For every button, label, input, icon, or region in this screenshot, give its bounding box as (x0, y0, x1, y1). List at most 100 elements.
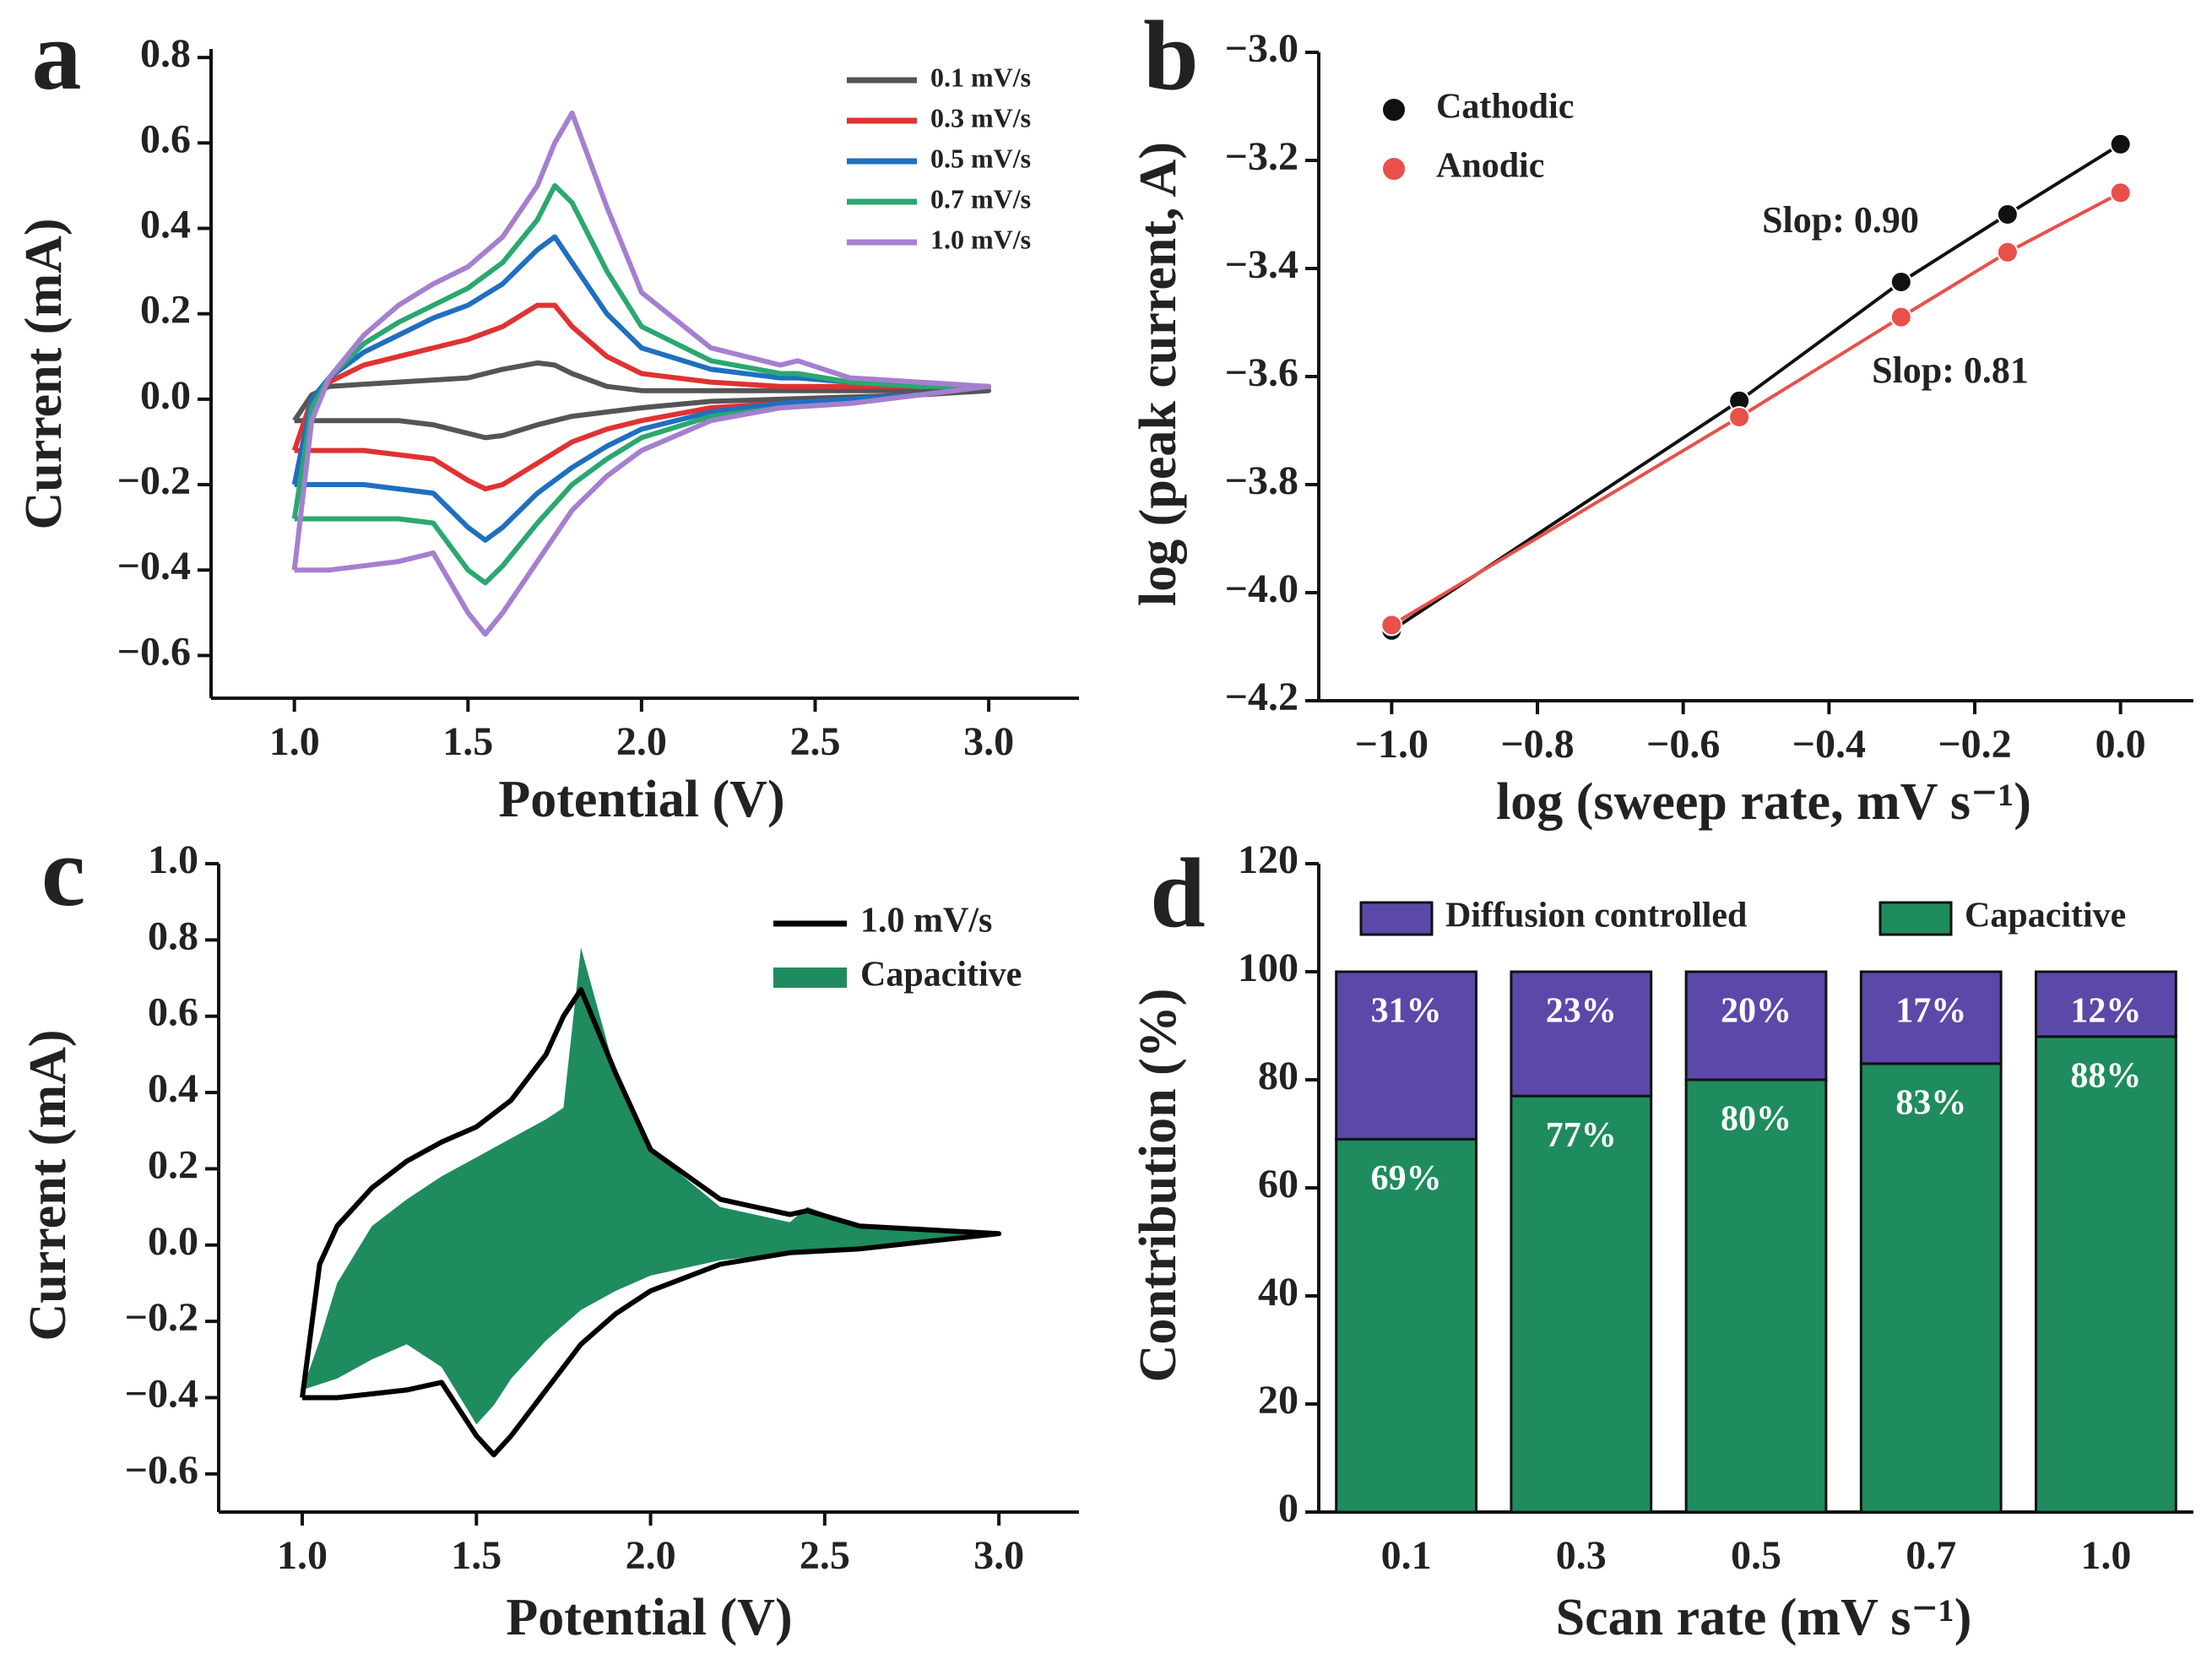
y-tick-label: −3.6 (1225, 350, 1298, 395)
x-tick-label: 3.0 (963, 719, 1014, 764)
legend-label: Diffusion controlled (1445, 897, 1747, 935)
bar (1510, 970, 1653, 1098)
x-tick-label: 1.0 (269, 719, 320, 764)
bar (1335, 1137, 1477, 1514)
panel-letter: a (32, 0, 82, 111)
bar (1859, 1062, 2003, 1514)
x-axis-title: Scan rate (mV s⁻¹) (1556, 1589, 1972, 1646)
annotation: Slop: 0.90 (1762, 199, 1919, 241)
y-tick-label: −0.6 (117, 629, 191, 674)
y-axis-title: Current (mA) (15, 218, 73, 529)
value-label: 20% (1721, 992, 1792, 1031)
y-tick-label: −0.4 (125, 1371, 198, 1416)
x-tick-label: 0.7 (1906, 1533, 1956, 1578)
y-axis-title: Current (mA) (19, 1029, 77, 1341)
y-tick-label: −3.2 (1225, 134, 1298, 179)
legend-swatch (1359, 901, 1434, 936)
y-tick-label: 0.6 (148, 990, 198, 1035)
bar (1684, 970, 1828, 1081)
y-tick-label: 0 (1278, 1486, 1298, 1531)
marker (1996, 203, 2019, 225)
legend-marker (1381, 156, 1407, 182)
x-tick-label: 2.0 (626, 1533, 676, 1578)
y-tick-label: 1.0 (148, 838, 198, 882)
value-label: 12% (2070, 992, 2141, 1031)
value-label: 31% (1371, 992, 1442, 1031)
x-tick-label: 3.0 (973, 1533, 1024, 1578)
y-tick-label: 0.0 (148, 1219, 198, 1264)
y-tick-label: −0.2 (125, 1295, 198, 1340)
y-tick-label: −0.6 (125, 1448, 198, 1493)
x-tick-label: −0.2 (1938, 722, 2011, 767)
line (300, 987, 1002, 1458)
x-tick-label: 0.1 (1381, 1533, 1432, 1578)
x-tick-label: 2.5 (789, 719, 840, 764)
legend-label: Cathodic (1436, 88, 1574, 127)
x-tick-label: 0.3 (1556, 1533, 1607, 1578)
legend-label: Anodic (1436, 147, 1544, 186)
line (291, 182, 992, 586)
line (291, 110, 992, 637)
y-tick-label: 0.8 (140, 31, 191, 76)
y-tick-label: 0.2 (140, 288, 191, 333)
legend-label: Capacitive (860, 956, 1022, 995)
legend-marker (1381, 97, 1407, 122)
line (292, 360, 992, 441)
legend-label: 0.7 mV/s (930, 183, 1031, 214)
y-tick-label: 0.8 (148, 913, 198, 958)
marker (1889, 271, 1912, 293)
x-tick-label: −1.0 (1355, 722, 1429, 767)
value-label: 23% (1546, 992, 1617, 1031)
bar (2035, 970, 2177, 1038)
x-tick-label: 2.5 (800, 1533, 850, 1578)
x-tick-label: 1.0 (277, 1533, 328, 1578)
x-tick-label: 1.5 (451, 1533, 501, 1578)
bar (1335, 970, 1477, 1141)
legend-swatch (773, 968, 847, 988)
x-tick-label: −0.8 (1500, 722, 1574, 767)
legend-swatch (1879, 901, 1953, 936)
marker (1889, 306, 1912, 328)
y-tick-label: −4.2 (1225, 675, 1298, 719)
area (302, 947, 1000, 1425)
marker (1728, 406, 1751, 428)
y-tick-label: 40 (1258, 1270, 1298, 1315)
x-axis-title: Potential (V) (498, 771, 784, 828)
bar (1684, 1078, 1828, 1514)
annotation: Slop: 0.81 (1872, 350, 2029, 391)
marker (2109, 133, 2132, 155)
marker (1380, 614, 1403, 637)
panel-letter: b (1143, 0, 1199, 111)
y-tick-label: −0.4 (117, 544, 191, 588)
legend-label: Capacitive (1965, 897, 2126, 935)
panel-letter: d (1150, 838, 1206, 948)
x-axis-title: log (sweep rate, mV s⁻¹) (1496, 773, 2031, 831)
x-tick-label: −0.4 (1792, 722, 1866, 767)
y-tick-label: 0.6 (140, 117, 191, 161)
y-axis-title: Contribution (%) (1130, 989, 1187, 1383)
y-tick-label: −3.8 (1225, 458, 1298, 503)
y-tick-label: 0.4 (148, 1066, 198, 1111)
legend-label: 1.0 mV/s (860, 902, 992, 940)
x-tick-label: 2.0 (616, 719, 667, 764)
y-tick-label: 0.0 (140, 373, 191, 418)
y-tick-label: 100 (1238, 946, 1298, 990)
y-tick-label: 0.4 (140, 203, 191, 247)
x-tick-label: 1.5 (442, 719, 493, 764)
x-axis-title: Potential (V) (506, 1589, 792, 1646)
value-label: 69% (1371, 1159, 1442, 1198)
y-tick-label: 60 (1258, 1162, 1298, 1206)
value-label: 77% (1546, 1116, 1617, 1155)
y-tick-label: 0.2 (148, 1142, 198, 1187)
y-tick-label: −3.4 (1225, 242, 1298, 287)
x-tick-label: −0.6 (1646, 722, 1720, 767)
y-tick-label: 80 (1258, 1054, 1298, 1098)
bar (1859, 970, 2003, 1065)
y-tick-label: 20 (1258, 1378, 1298, 1423)
y-tick-label: 120 (1238, 838, 1298, 882)
legend-label: 0.3 mV/s (930, 102, 1031, 133)
value-label: 83% (1895, 1083, 1966, 1122)
value-label: 88% (2070, 1056, 2141, 1095)
legend-label: 1.0 mV/s (930, 224, 1031, 254)
